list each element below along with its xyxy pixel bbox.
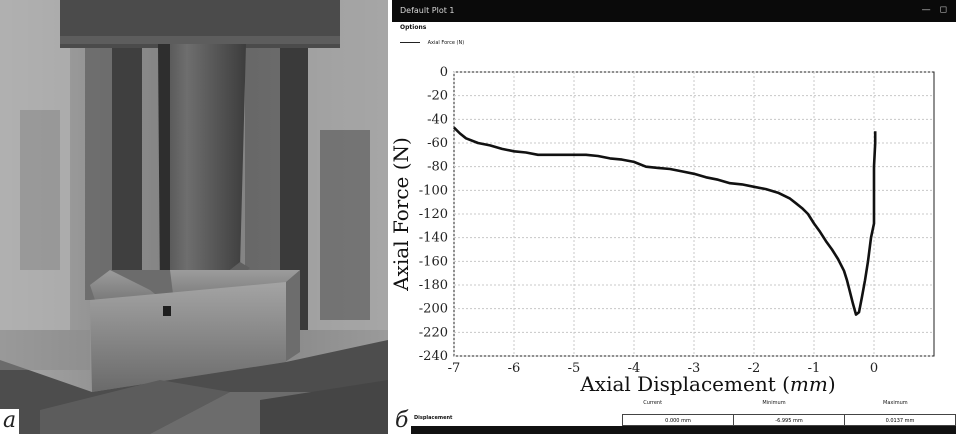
- y-tick-label: -220: [419, 325, 448, 340]
- legend-label: Axial Force (N): [427, 40, 465, 46]
- window-controls[interactable]: — ◻: [921, 5, 950, 15]
- chart-legend: Axial Force (N): [400, 40, 464, 50]
- window-titlebar: Default Plot 1 — ◻: [392, 0, 956, 22]
- specimen-photo: a: [0, 0, 388, 434]
- window-title: Default Plot 1: [400, 6, 455, 15]
- y-tick-label: -20: [427, 89, 448, 104]
- plot-window: Default Plot 1 — ◻ Options Axial Force (…: [392, 0, 956, 434]
- force-displacement-chart: 0-20-40-60-80-100-120-140-160-180-200-22…: [392, 65, 935, 396]
- x-tick-labels: -7 -6 -5 -4 -3 -2 -1 0: [448, 361, 878, 376]
- readout-header: Current Minimum Maximum: [592, 396, 956, 410]
- y-tick-labels: 0 -20 -40 -60 -80 -100 -120 -140 -160 -180 -200 -22…: [419, 65, 448, 364]
- x-axis-title-suffix: ): [828, 372, 836, 396]
- readout-maximum-value: 0.0137 mm: [885, 418, 915, 424]
- readout-header-current: Current: [643, 400, 663, 406]
- y-tick-label: -140: [419, 231, 448, 246]
- chart-grid: [453, 71, 934, 357]
- panel-letter-a: a: [0, 409, 20, 434]
- readout-current-value: 0.000 mm: [623, 415, 734, 425]
- x-axis-title-prefix: Axial Displacement (: [579, 372, 790, 396]
- readout-values: 0.000 mm -6.995 mm 0.0137 mm: [622, 414, 956, 426]
- y-tick-label: -60: [427, 136, 448, 151]
- y-tick-label: -120: [419, 207, 448, 222]
- options-label[interactable]: Options: [400, 24, 427, 31]
- x-axis-title: Axial Displacement (mm): [579, 372, 835, 396]
- y-tick-label: -240: [419, 349, 448, 364]
- x-tick-label: 0: [870, 361, 878, 376]
- readout-header-minimum: Minimum: [762, 400, 786, 406]
- x-axis-title-unit: mm: [790, 372, 828, 396]
- y-tick-label: -200: [419, 302, 448, 317]
- x-tick-label: -1: [808, 361, 821, 376]
- y-tick-label: -40: [427, 112, 448, 127]
- y-tick-label: -180: [419, 278, 448, 293]
- x-tick-label: -5: [568, 361, 581, 376]
- displacement-label: Displacement: [414, 415, 453, 421]
- taskbar[interactable]: [392, 426, 956, 434]
- status-strip: Current Minimum Maximum Displacement 0.0…: [392, 396, 956, 434]
- panel-letter-b: б: [392, 409, 412, 434]
- legend-swatch: [400, 42, 420, 43]
- x-tick-label: -7: [448, 361, 461, 376]
- readout-minimum-value: -6.995 mm: [734, 415, 845, 425]
- x-tick-label: -4: [628, 361, 641, 376]
- x-tick-label: -3: [688, 361, 701, 376]
- axial-force-series-line: [453, 126, 877, 316]
- x-tick-label: -2: [748, 361, 761, 376]
- test-rig-illustration: [0, 0, 388, 434]
- x-tick-label: -6: [508, 361, 521, 376]
- y-tick-label: 0: [440, 65, 448, 80]
- y-axis-title: Axial Force (N): [392, 137, 413, 292]
- y-tick-label: -160: [419, 254, 448, 269]
- y-tick-label: -80: [427, 160, 448, 175]
- y-tick-label: -100: [419, 183, 448, 198]
- readout-header-maximum: Maximum: [883, 400, 908, 406]
